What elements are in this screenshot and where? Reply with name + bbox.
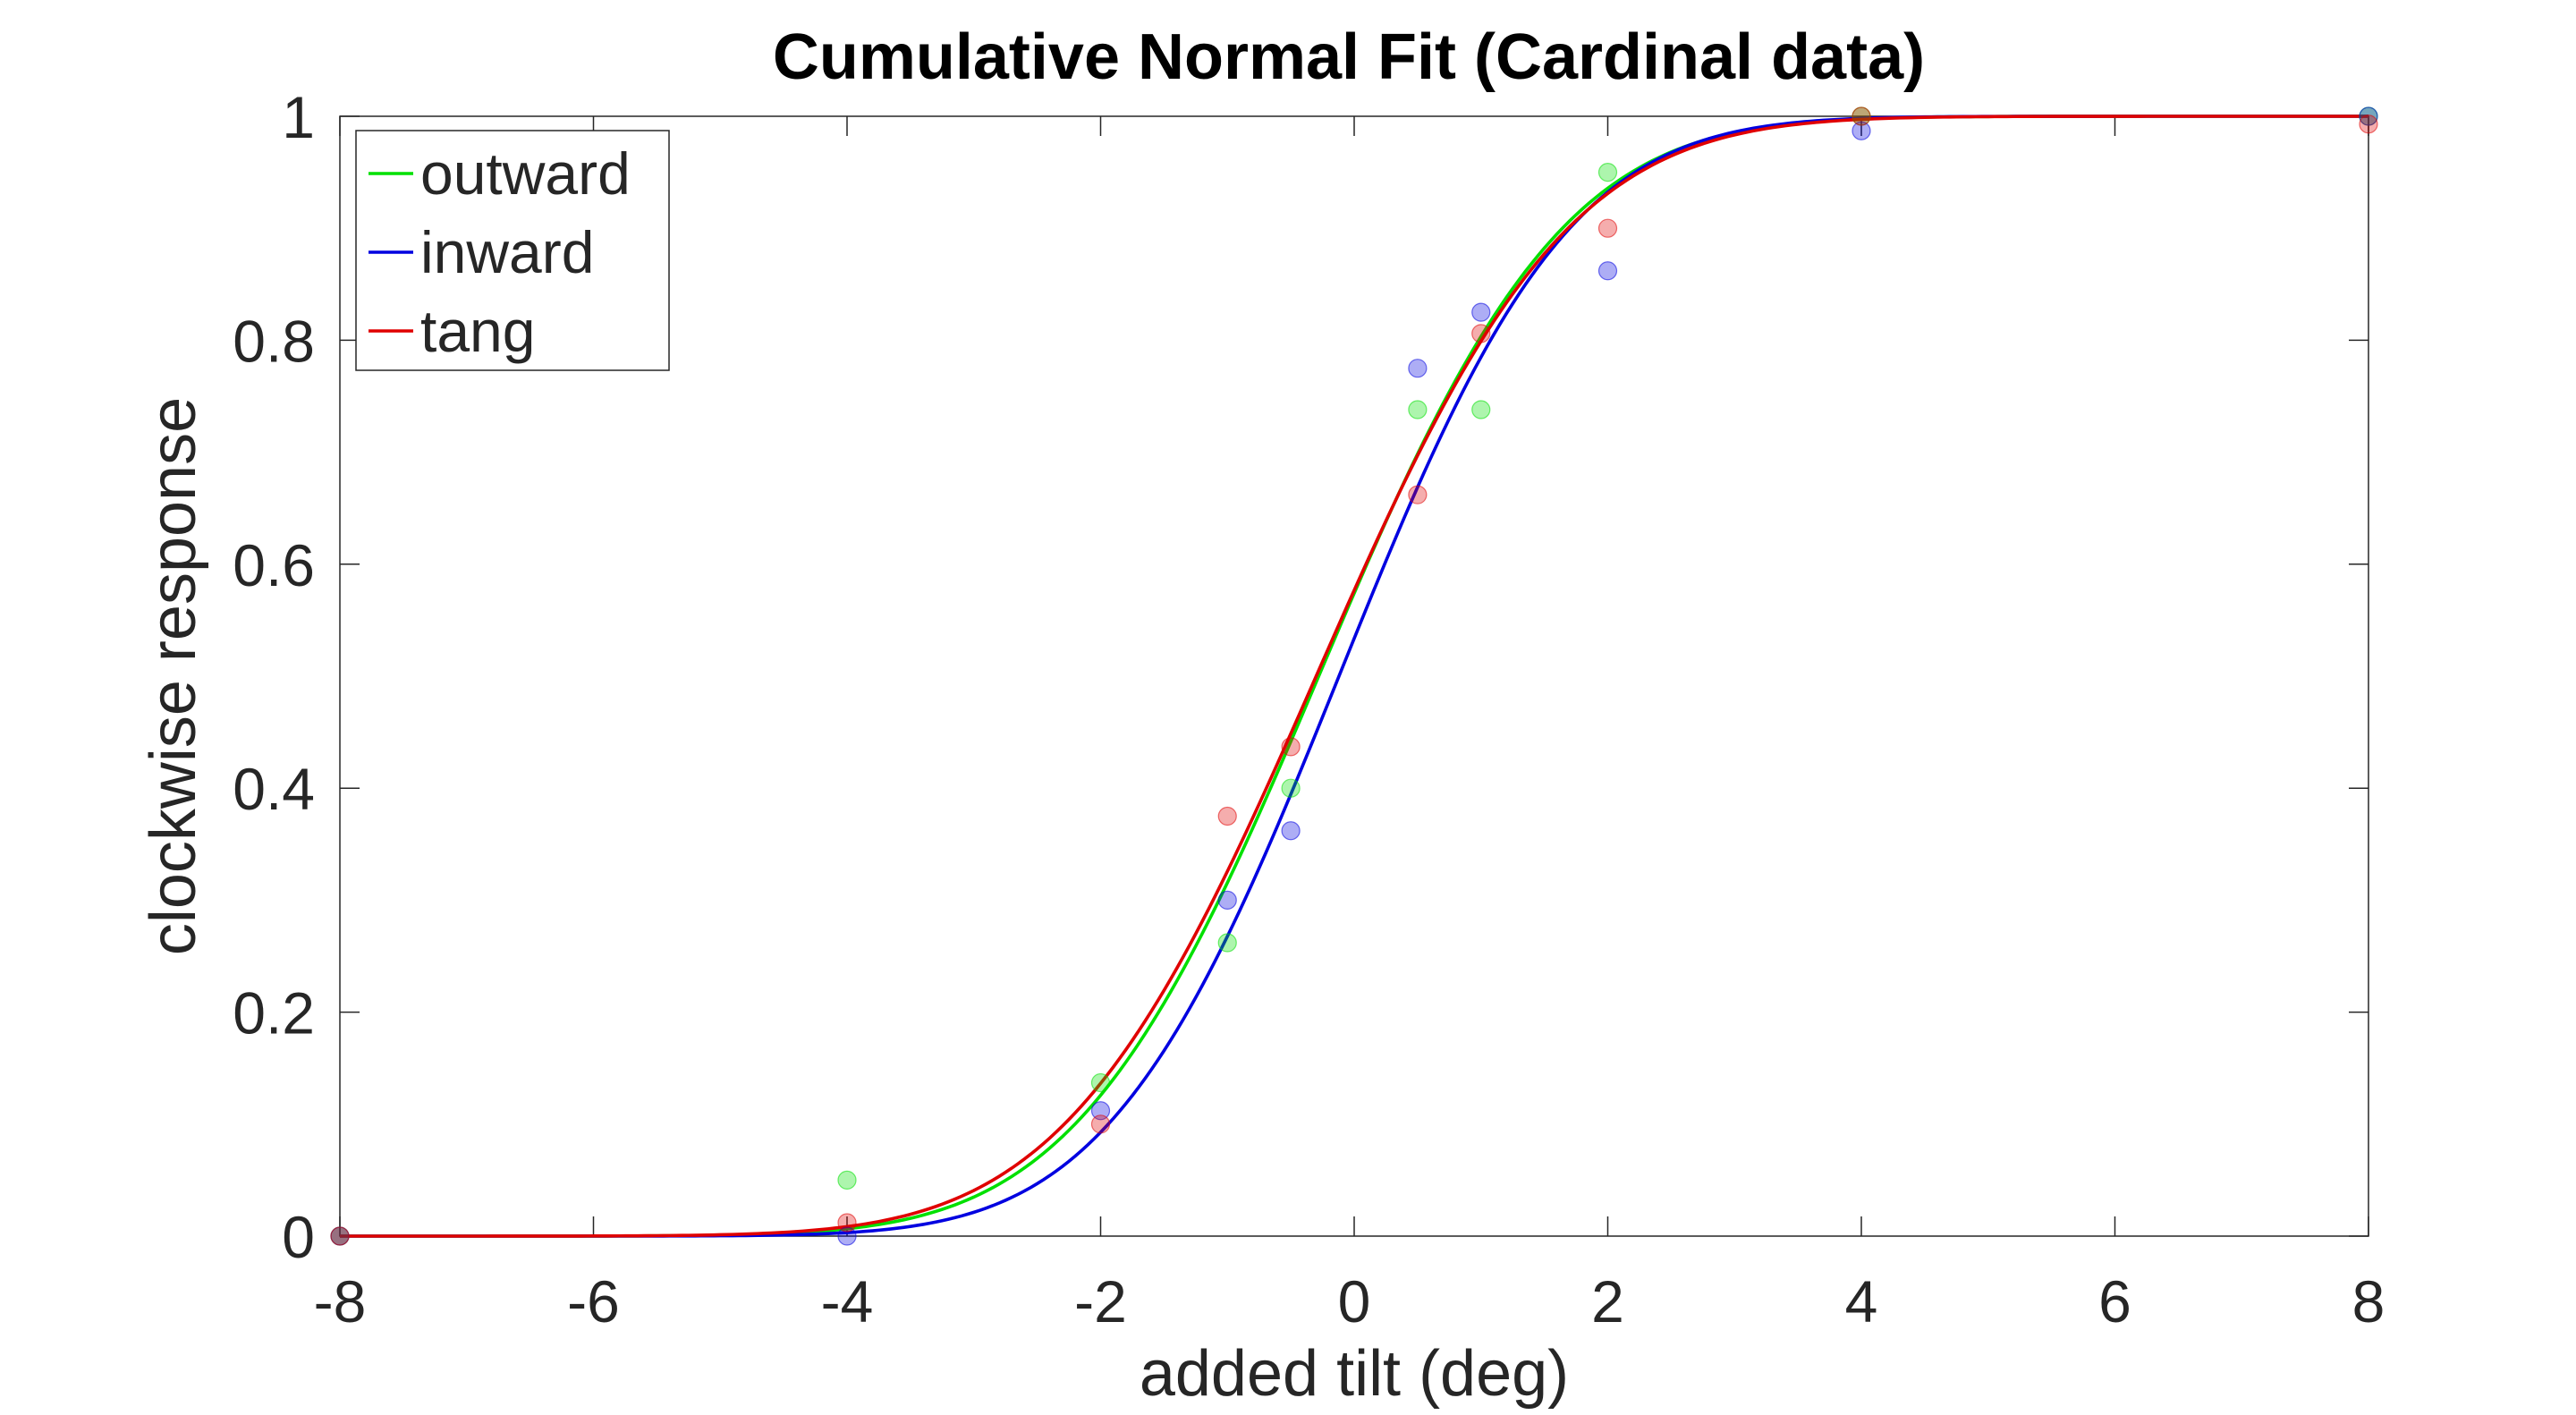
data-point-tang: [1471, 324, 1491, 343]
data-point-inward: [1281, 821, 1301, 841]
data-point-inward: [1217, 890, 1237, 911]
data-point-outward: [1281, 778, 1301, 798]
data-point-inward: [1471, 302, 1491, 322]
data-point-inward: [1408, 359, 1428, 378]
chart-title: Cumulative Normal Fit (Cardinal data): [773, 21, 1925, 93]
data-point-outward: [837, 1170, 857, 1190]
data-point-inward: [1852, 121, 1871, 140]
x-tick-label: 6: [2098, 1268, 2131, 1335]
x-tick-label: -6: [567, 1268, 620, 1335]
plot-area: [330, 106, 2378, 1246]
data-point-inward: [1597, 261, 1618, 281]
data-point-outward: [1217, 933, 1237, 953]
legend-label-tang: tang: [420, 298, 535, 364]
data-point-outward: [1090, 1072, 1111, 1093]
data-point-outward: [1471, 400, 1491, 419]
data-point-outward: [1408, 400, 1428, 419]
data-point-inward: [2359, 106, 2378, 126]
data-point-tang: [330, 1226, 350, 1246]
data-point-inward: [837, 1226, 857, 1246]
data-point-tang: [1597, 218, 1618, 238]
y-tick-label: 0.6: [233, 532, 315, 598]
legend-entries: outward inward tang: [369, 140, 631, 364]
data-point-tang: [1090, 1114, 1111, 1134]
y-tick-label: 0.2: [233, 980, 315, 1046]
y-tick-label: 1: [282, 84, 315, 150]
data-point-inward: [1090, 1101, 1111, 1121]
data-point-tang: [2359, 114, 2378, 134]
legend-label-outward: outward: [420, 140, 631, 207]
x-tick-label: -8: [314, 1268, 367, 1335]
x-tick-labels: -8 -6 -4 -2 0 2 4 6 8: [314, 1268, 2385, 1335]
fit-line-tang: [340, 114, 2368, 1238]
data-point-outward: [1597, 163, 1618, 182]
y-tick-label: 0: [282, 1204, 315, 1270]
x-tick-label: -4: [821, 1268, 874, 1335]
axes-box: [339, 115, 2369, 1237]
x-tick-label: 2: [1591, 1268, 1624, 1335]
y-axis-label: clockwise response: [138, 397, 209, 955]
x-tick-label: -2: [1074, 1268, 1127, 1335]
x-tick-label: 4: [1845, 1268, 1878, 1335]
data-point-tang: [1852, 106, 1871, 126]
data-point-tang: [1408, 485, 1428, 504]
y-tick-label: 0.8: [233, 308, 315, 374]
data-point-tang: [837, 1213, 857, 1233]
x-axis-label: added tilt (deg): [1140, 1338, 1569, 1410]
legend-label-inward: inward: [420, 219, 594, 285]
x-tick-label: 8: [2352, 1268, 2385, 1335]
x-tick-label: 0: [1338, 1268, 1371, 1335]
data-point-tang: [1281, 737, 1301, 757]
y-tick-labels: 0 0.2 0.4 0.6 0.8 1: [233, 84, 315, 1270]
data-points: [330, 106, 2378, 1246]
y-tick-label: 0.4: [233, 756, 315, 822]
fit-lines: [340, 114, 2368, 1238]
data-point-tang: [1217, 806, 1237, 826]
legend: outward inward tang: [355, 130, 670, 371]
